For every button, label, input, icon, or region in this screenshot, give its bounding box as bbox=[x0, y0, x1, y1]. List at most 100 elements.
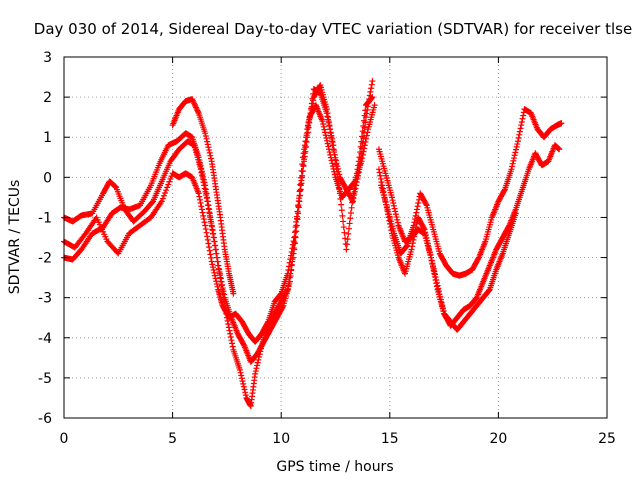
data-point-marker bbox=[368, 81, 375, 88]
plot-frame bbox=[63, 56, 608, 419]
data-point-marker bbox=[226, 327, 233, 334]
data-point-marker bbox=[306, 119, 313, 126]
x-tick-label: 20 bbox=[489, 431, 507, 447]
data-point-marker bbox=[356, 154, 363, 161]
data-point-marker bbox=[556, 146, 563, 153]
data-point-marker bbox=[509, 160, 516, 167]
data-point-marker bbox=[427, 251, 434, 258]
data-point-marker bbox=[518, 118, 525, 125]
x-tick-label: 25 bbox=[598, 431, 616, 447]
data-point-marker bbox=[208, 220, 215, 227]
data-point-marker bbox=[346, 220, 353, 227]
data-point-marker bbox=[516, 128, 523, 135]
data-point-marker bbox=[347, 210, 354, 217]
axis-ticks bbox=[63, 56, 608, 419]
data-point-marker bbox=[376, 169, 383, 176]
data-point-marker bbox=[353, 170, 360, 177]
data-markers bbox=[61, 78, 565, 409]
data-point-marker bbox=[205, 205, 212, 212]
data-point-marker bbox=[291, 234, 298, 241]
data-point-marker bbox=[423, 234, 430, 241]
data-point-marker bbox=[206, 147, 213, 154]
data-point-marker bbox=[255, 356, 262, 363]
data-point-marker bbox=[330, 142, 337, 149]
data-point-marker bbox=[200, 216, 207, 223]
y-tick-label: -2 bbox=[38, 251, 52, 267]
data-point-marker bbox=[306, 114, 313, 121]
data-point-marker bbox=[324, 140, 331, 147]
data-point-marker bbox=[388, 194, 395, 201]
data-point-marker bbox=[336, 185, 343, 192]
data-point-marker bbox=[411, 233, 418, 240]
data-point-marker bbox=[289, 245, 296, 252]
data-point-marker bbox=[359, 128, 366, 135]
data-point-marker bbox=[304, 134, 311, 141]
data-point-marker bbox=[210, 266, 217, 273]
data-point-marker bbox=[241, 386, 248, 393]
data-point-marker bbox=[513, 143, 520, 150]
data-point-marker bbox=[351, 186, 358, 193]
data-point-marker bbox=[216, 266, 223, 273]
data-point-marker bbox=[213, 281, 220, 288]
data-point-marker bbox=[329, 135, 336, 142]
data-point-marker bbox=[200, 212, 207, 219]
data-point-marker bbox=[375, 166, 382, 173]
data-point-marker bbox=[355, 158, 362, 165]
data-point-marker bbox=[425, 243, 432, 250]
data-point-marker bbox=[214, 258, 221, 265]
data-point-marker bbox=[347, 215, 354, 222]
y-axis-label: SDTVAR / TECUs bbox=[7, 180, 23, 295]
data-point-marker bbox=[216, 270, 223, 277]
data-point-marker bbox=[284, 287, 291, 294]
data-point-marker bbox=[413, 206, 420, 213]
data-point-marker bbox=[342, 235, 349, 242]
data-point-marker bbox=[428, 257, 435, 264]
data-point-marker bbox=[210, 234, 217, 241]
data-point-marker bbox=[511, 152, 518, 159]
data-point-marker bbox=[515, 135, 522, 142]
data-point-marker bbox=[333, 166, 340, 173]
data-point-marker bbox=[430, 264, 437, 271]
data-point-marker bbox=[204, 198, 211, 205]
data-point-marker bbox=[254, 359, 261, 366]
data-point-marker bbox=[409, 243, 416, 250]
data-point-marker bbox=[238, 375, 245, 382]
data-point-marker bbox=[239, 378, 246, 385]
data-point-marker bbox=[299, 172, 306, 179]
data-point-marker bbox=[323, 135, 330, 142]
data-point-marker bbox=[209, 227, 216, 234]
data-point-marker bbox=[302, 138, 309, 145]
data-point-marker bbox=[217, 274, 224, 281]
data-point-marker bbox=[165, 181, 172, 188]
data-point-marker bbox=[298, 177, 305, 184]
data-point-marker bbox=[257, 348, 264, 355]
data-point-marker bbox=[368, 94, 375, 101]
y-tick-label: 3 bbox=[43, 50, 52, 66]
data-point-marker bbox=[197, 200, 204, 207]
data-point-marker bbox=[323, 110, 330, 117]
data-point-marker bbox=[202, 130, 209, 137]
data-point-marker bbox=[207, 216, 214, 223]
data-point-marker bbox=[412, 212, 419, 219]
data-point-marker bbox=[514, 138, 521, 145]
series-2 bbox=[61, 86, 376, 345]
y-tick-label: -4 bbox=[38, 331, 52, 347]
series-6 bbox=[378, 106, 565, 279]
data-point-marker bbox=[343, 246, 350, 253]
data-point-marker bbox=[511, 155, 518, 162]
data-point-marker bbox=[295, 197, 302, 204]
data-point-marker bbox=[295, 203, 302, 210]
data-point-marker bbox=[209, 264, 216, 271]
data-point-marker bbox=[510, 157, 517, 164]
data-point-marker bbox=[322, 129, 329, 136]
data-point-marker bbox=[252, 368, 259, 375]
data-point-marker bbox=[258, 345, 264, 352]
data-point-marker bbox=[208, 258, 215, 265]
data-point-marker bbox=[325, 119, 332, 126]
data-point-marker bbox=[211, 272, 218, 279]
data-point-marker bbox=[209, 261, 216, 268]
chart-title: Day 030 of 2014, Sidereal Day-to-day VTE… bbox=[34, 20, 632, 38]
data-point-marker bbox=[358, 133, 365, 140]
data-point-marker bbox=[203, 191, 210, 198]
data-point-marker bbox=[514, 141, 521, 148]
